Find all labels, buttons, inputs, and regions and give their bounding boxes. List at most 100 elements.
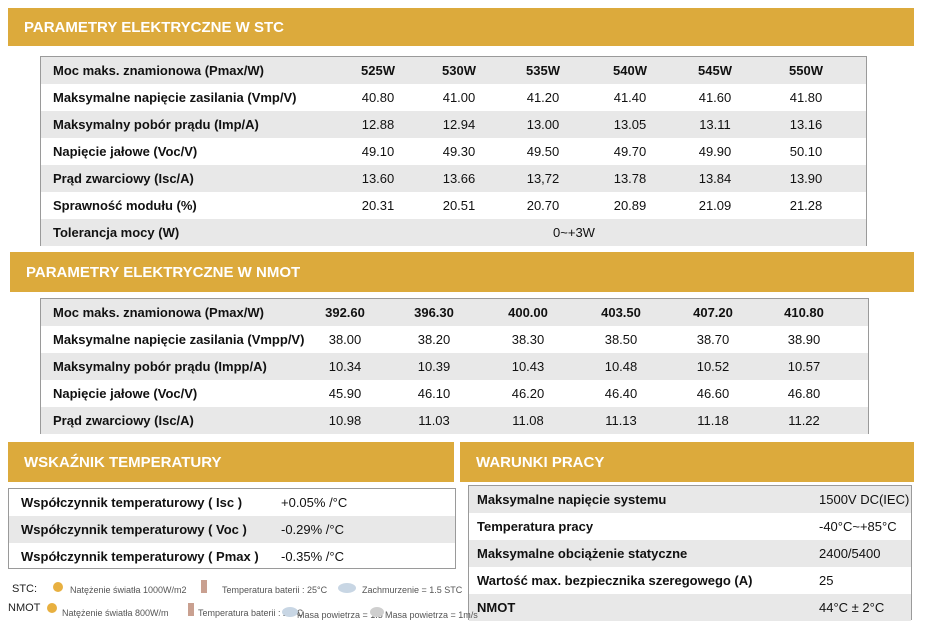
- legend-item: Natężenie światła 1000W/m2: [70, 585, 187, 595]
- cell-value: 11.22: [788, 413, 820, 428]
- legend-icons: [47, 580, 384, 617]
- cell-value: -0.29% /°C: [281, 522, 345, 537]
- table-row: Wartość max. bezpiecznika szeregowego (A…: [469, 567, 911, 594]
- table-row: NMOT 44°C ± 2°C: [469, 594, 911, 621]
- cell-value: 407.20: [693, 305, 733, 320]
- cell-value: 10.34: [328, 359, 362, 374]
- cell-value: 396.30: [414, 305, 454, 320]
- cell-value: 400.00: [508, 305, 548, 320]
- cell-value: 41.60: [698, 90, 732, 105]
- section-header: PARAMETRY ELEKTRYCZNE W NMOT: [10, 252, 914, 292]
- cell-value: 49.30: [442, 144, 476, 159]
- table-row: Maksymalne napięcie zasilania (Vmpp/V) 38…: [41, 326, 868, 353]
- cell-value: 13.16: [789, 117, 823, 132]
- row-label: Tolerancja mocy (W): [53, 225, 180, 240]
- section-header: WARUNKI PRACY: [460, 442, 914, 482]
- row-label: Napięcie jałowe (Voc/V): [53, 386, 198, 401]
- table: Moc maks. znamionowa (Pmax/W) 392.60 396.3…: [40, 298, 869, 434]
- table-row: Maksymalne obciążenie statyczne 2400/5400: [469, 540, 911, 567]
- row-label: Maksymalne napięcie zasilania (Vmpp/V): [53, 332, 305, 347]
- row-label: Prąd zwarciowy (Isc/A): [53, 171, 194, 186]
- cell-value: 45.90: [328, 386, 362, 401]
- legend-item: Temperatura baterii : 20°C: [198, 608, 304, 618]
- cell-value: -0.35% /°C: [281, 549, 345, 564]
- row-label: Maksymalny pobór prądu (Imp/A): [53, 117, 259, 132]
- cell-value: 11.03: [418, 413, 450, 428]
- cell-value: 410.80: [784, 305, 824, 320]
- table-row: Współczynnik temperaturowy ( Voc ) -0.29%…: [9, 516, 455, 543]
- cell-value: 38.20: [417, 332, 451, 347]
- cell-value: 535W: [526, 63, 560, 78]
- cell-value: 13.66: [442, 171, 476, 186]
- row-label: Współczynnik temperaturowy ( Isc ): [21, 495, 243, 510]
- row-label: Maksymalne napięcie systemu: [477, 492, 667, 507]
- table-row: Współczynnik temperaturowy ( Pmax ) -0.35…: [9, 543, 455, 570]
- cell-value: 38.70: [696, 332, 730, 347]
- table-row: Temperatura pracy -40°C~+85°C: [469, 513, 911, 540]
- cell-value: 49.10: [361, 144, 395, 159]
- row-label: Temperatura pracy: [477, 519, 594, 534]
- cell-value: 10.39: [417, 359, 451, 374]
- table-row: Tolerancja mocy (W) 0~+3W: [41, 219, 866, 246]
- cell-value: 50.10: [789, 144, 823, 159]
- cell-value: 403.50: [601, 305, 641, 320]
- cell-value: 540W: [613, 63, 647, 78]
- cell-value: 11.08: [512, 413, 544, 428]
- row-label: Sprawność modułu (%): [53, 198, 197, 213]
- legend-label: NMOT: [8, 602, 41, 614]
- cell-value: 2400/5400: [819, 546, 881, 561]
- cell-value: 550W: [789, 63, 823, 78]
- cell-value: 38.30: [511, 332, 545, 347]
- legend-item: Masa powietrza = 1.5: [297, 610, 383, 620]
- cell-value: 0~+3W: [553, 225, 595, 240]
- cell-value: 545W: [698, 63, 732, 78]
- cell-value: 13.00: [526, 117, 560, 132]
- table-row: Maksymalny pobór prądu (Imp/A) 12.88 12.94…: [41, 111, 866, 138]
- cell-value: +0.05% /°C: [281, 495, 348, 510]
- table-row: Napięcie jałowe (Voc/V) 45.90 46.10 46.20 46…: [41, 380, 868, 407]
- cell-value: 10.48: [604, 359, 638, 374]
- cell-value: 20.51: [442, 198, 476, 213]
- row-label: Wartość max. bezpiecznika szeregowego (A…: [477, 573, 753, 588]
- row-label: Maksymalne napięcie zasilania (Vmp/V): [53, 90, 297, 105]
- row-label: Współczynnik temperaturowy ( Voc ): [21, 522, 247, 537]
- cell-value: 21.28: [789, 198, 823, 213]
- cell-value: 10.98: [328, 413, 362, 428]
- legend-item: Masa powietrza = 1m/s: [385, 610, 478, 620]
- legend-item: Temperatura baterii : 25°C: [222, 585, 328, 595]
- cell-value: 12.94: [442, 117, 476, 132]
- cell-value: 13.11: [699, 117, 731, 132]
- cell-value: 525W: [361, 63, 395, 78]
- cell-value: 1500V DC(IEC): [819, 492, 910, 507]
- section-header: WSKAŹNIK TEMPERATURY: [8, 442, 454, 482]
- cell-value: 13.84: [698, 171, 732, 186]
- cell-value: 41.20: [526, 90, 560, 105]
- row-label: Moc maks. znamionowa (Pmax/W): [53, 305, 264, 320]
- table-row: Moc maks. znamionowa (Pmax/W) 525W 530W 535…: [41, 57, 866, 84]
- cell-value: 530W: [442, 63, 476, 78]
- cell-value: 38.00: [328, 332, 362, 347]
- cell-value: 25: [819, 573, 834, 588]
- table-row: Maksymalny pobór prądu (Impp/A) 10.34 10.3…: [41, 353, 868, 380]
- row-label: Maksymalny pobór prądu (Impp/A): [53, 359, 267, 374]
- cell-value: -40°C~+85°C: [819, 519, 897, 534]
- cell-value: 13.05: [613, 117, 647, 132]
- cell-value: 38.90: [787, 332, 821, 347]
- cell-value: 41.00: [442, 90, 476, 105]
- legend-item: Natężenie światła 800W/m: [62, 608, 169, 618]
- table-row: Prąd zwarciowy (Isc/A) 10.98 11.03 11.08 11.…: [41, 407, 868, 434]
- table-row: Współczynnik temperaturowy ( Isc ) +0.05%…: [9, 489, 455, 516]
- cell-value: 46.10: [417, 386, 451, 401]
- row-label: Współczynnik temperaturowy ( Pmax ): [21, 549, 259, 564]
- legend-label: STC:: [12, 583, 38, 595]
- cell-value: 11.13: [605, 413, 637, 428]
- cell-value: 49.70: [613, 144, 647, 159]
- table-row: Sprawność modułu (%) 20.31 20.51 20.70 20.89…: [41, 192, 866, 219]
- table: Moc maks. znamionowa (Pmax/W) 525W 530W 535…: [40, 56, 867, 246]
- table-row: Moc maks. znamionowa (Pmax/W) 392.60 396.3…: [41, 299, 868, 326]
- cell-value: 49.90: [698, 144, 732, 159]
- cell-value: 20.31: [361, 198, 395, 213]
- cell-value: 13.90: [789, 171, 823, 186]
- row-label: Prąd zwarciowy (Isc/A): [53, 413, 194, 428]
